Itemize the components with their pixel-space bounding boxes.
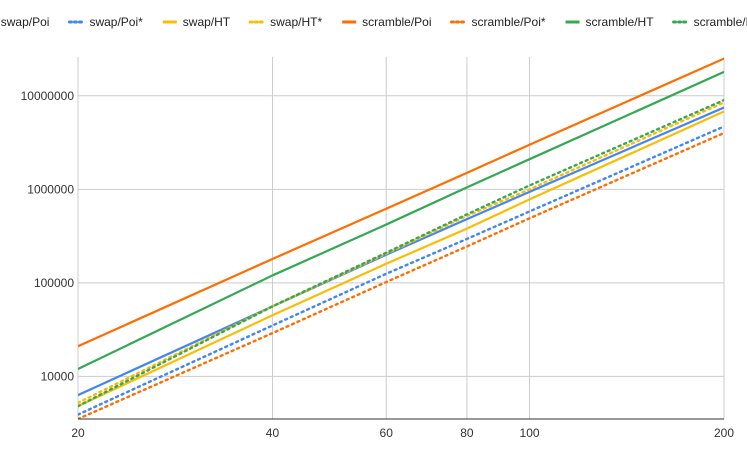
x-tick-label: 100 (520, 426, 540, 440)
series-line-swap-ht (78, 110, 724, 408)
x-tick-label: 60 (380, 426, 394, 440)
series-line-scramble-ht (78, 70, 724, 370)
legend-item-scramble-ht-star: scramble/HT* (672, 15, 747, 29)
y-tick-label: 10000 (41, 369, 75, 383)
legend-item-swap-ht: swap/HT (162, 15, 231, 29)
legend-label: scramble/HT* (694, 15, 747, 29)
x-axis: 20 40 60 80 100 200 (71, 418, 734, 440)
series-line-scramble-poi-star (78, 131, 724, 419)
legend-label: swap/Poi (1, 15, 50, 29)
y-tick-label: 10000000 (21, 89, 75, 103)
y-tick-label: 100000 (34, 276, 74, 290)
series-line-scramble-ht-star (78, 98, 724, 408)
legend-item-scramble-poi-star: scramble/Poi* (450, 15, 546, 29)
x-tick-label: 20 (71, 426, 85, 440)
legend-label: scramble/Poi (362, 15, 431, 29)
x-tick-label: 200 (714, 426, 734, 440)
x-tick-label: 80 (460, 426, 474, 440)
series-line-swap-poi-star (78, 125, 724, 416)
legend-item-swap-ht-star: swap/HT* (248, 15, 322, 29)
y-axis: 10000 100000 1000000 10000000 (21, 89, 75, 384)
series-lines (78, 57, 724, 419)
gridlines (77, 57, 725, 419)
legend: swap/Poi swap/Poi* swap/HT swap/HT* scramble… (1, 15, 747, 29)
y-tick-label: 1000000 (27, 182, 74, 196)
legend-item-swap-poi: swap/Poi (1, 15, 50, 29)
legend-label: scramble/HT (586, 15, 655, 29)
x-tick-label: 40 (266, 426, 280, 440)
legend-label: swap/Poi* (89, 15, 143, 29)
legend-item-swap-poi-star: swap/Poi* (67, 15, 143, 29)
legend-item-scramble-ht: scramble/HT (565, 15, 655, 29)
series-line-scramble-poi (78, 57, 724, 348)
legend-label: swap/HT* (270, 15, 322, 29)
legend-label: scramble/Poi* (472, 15, 546, 29)
legend-label: swap/HT (183, 15, 231, 29)
legend-item-scramble-poi: scramble/Poi (342, 15, 432, 29)
